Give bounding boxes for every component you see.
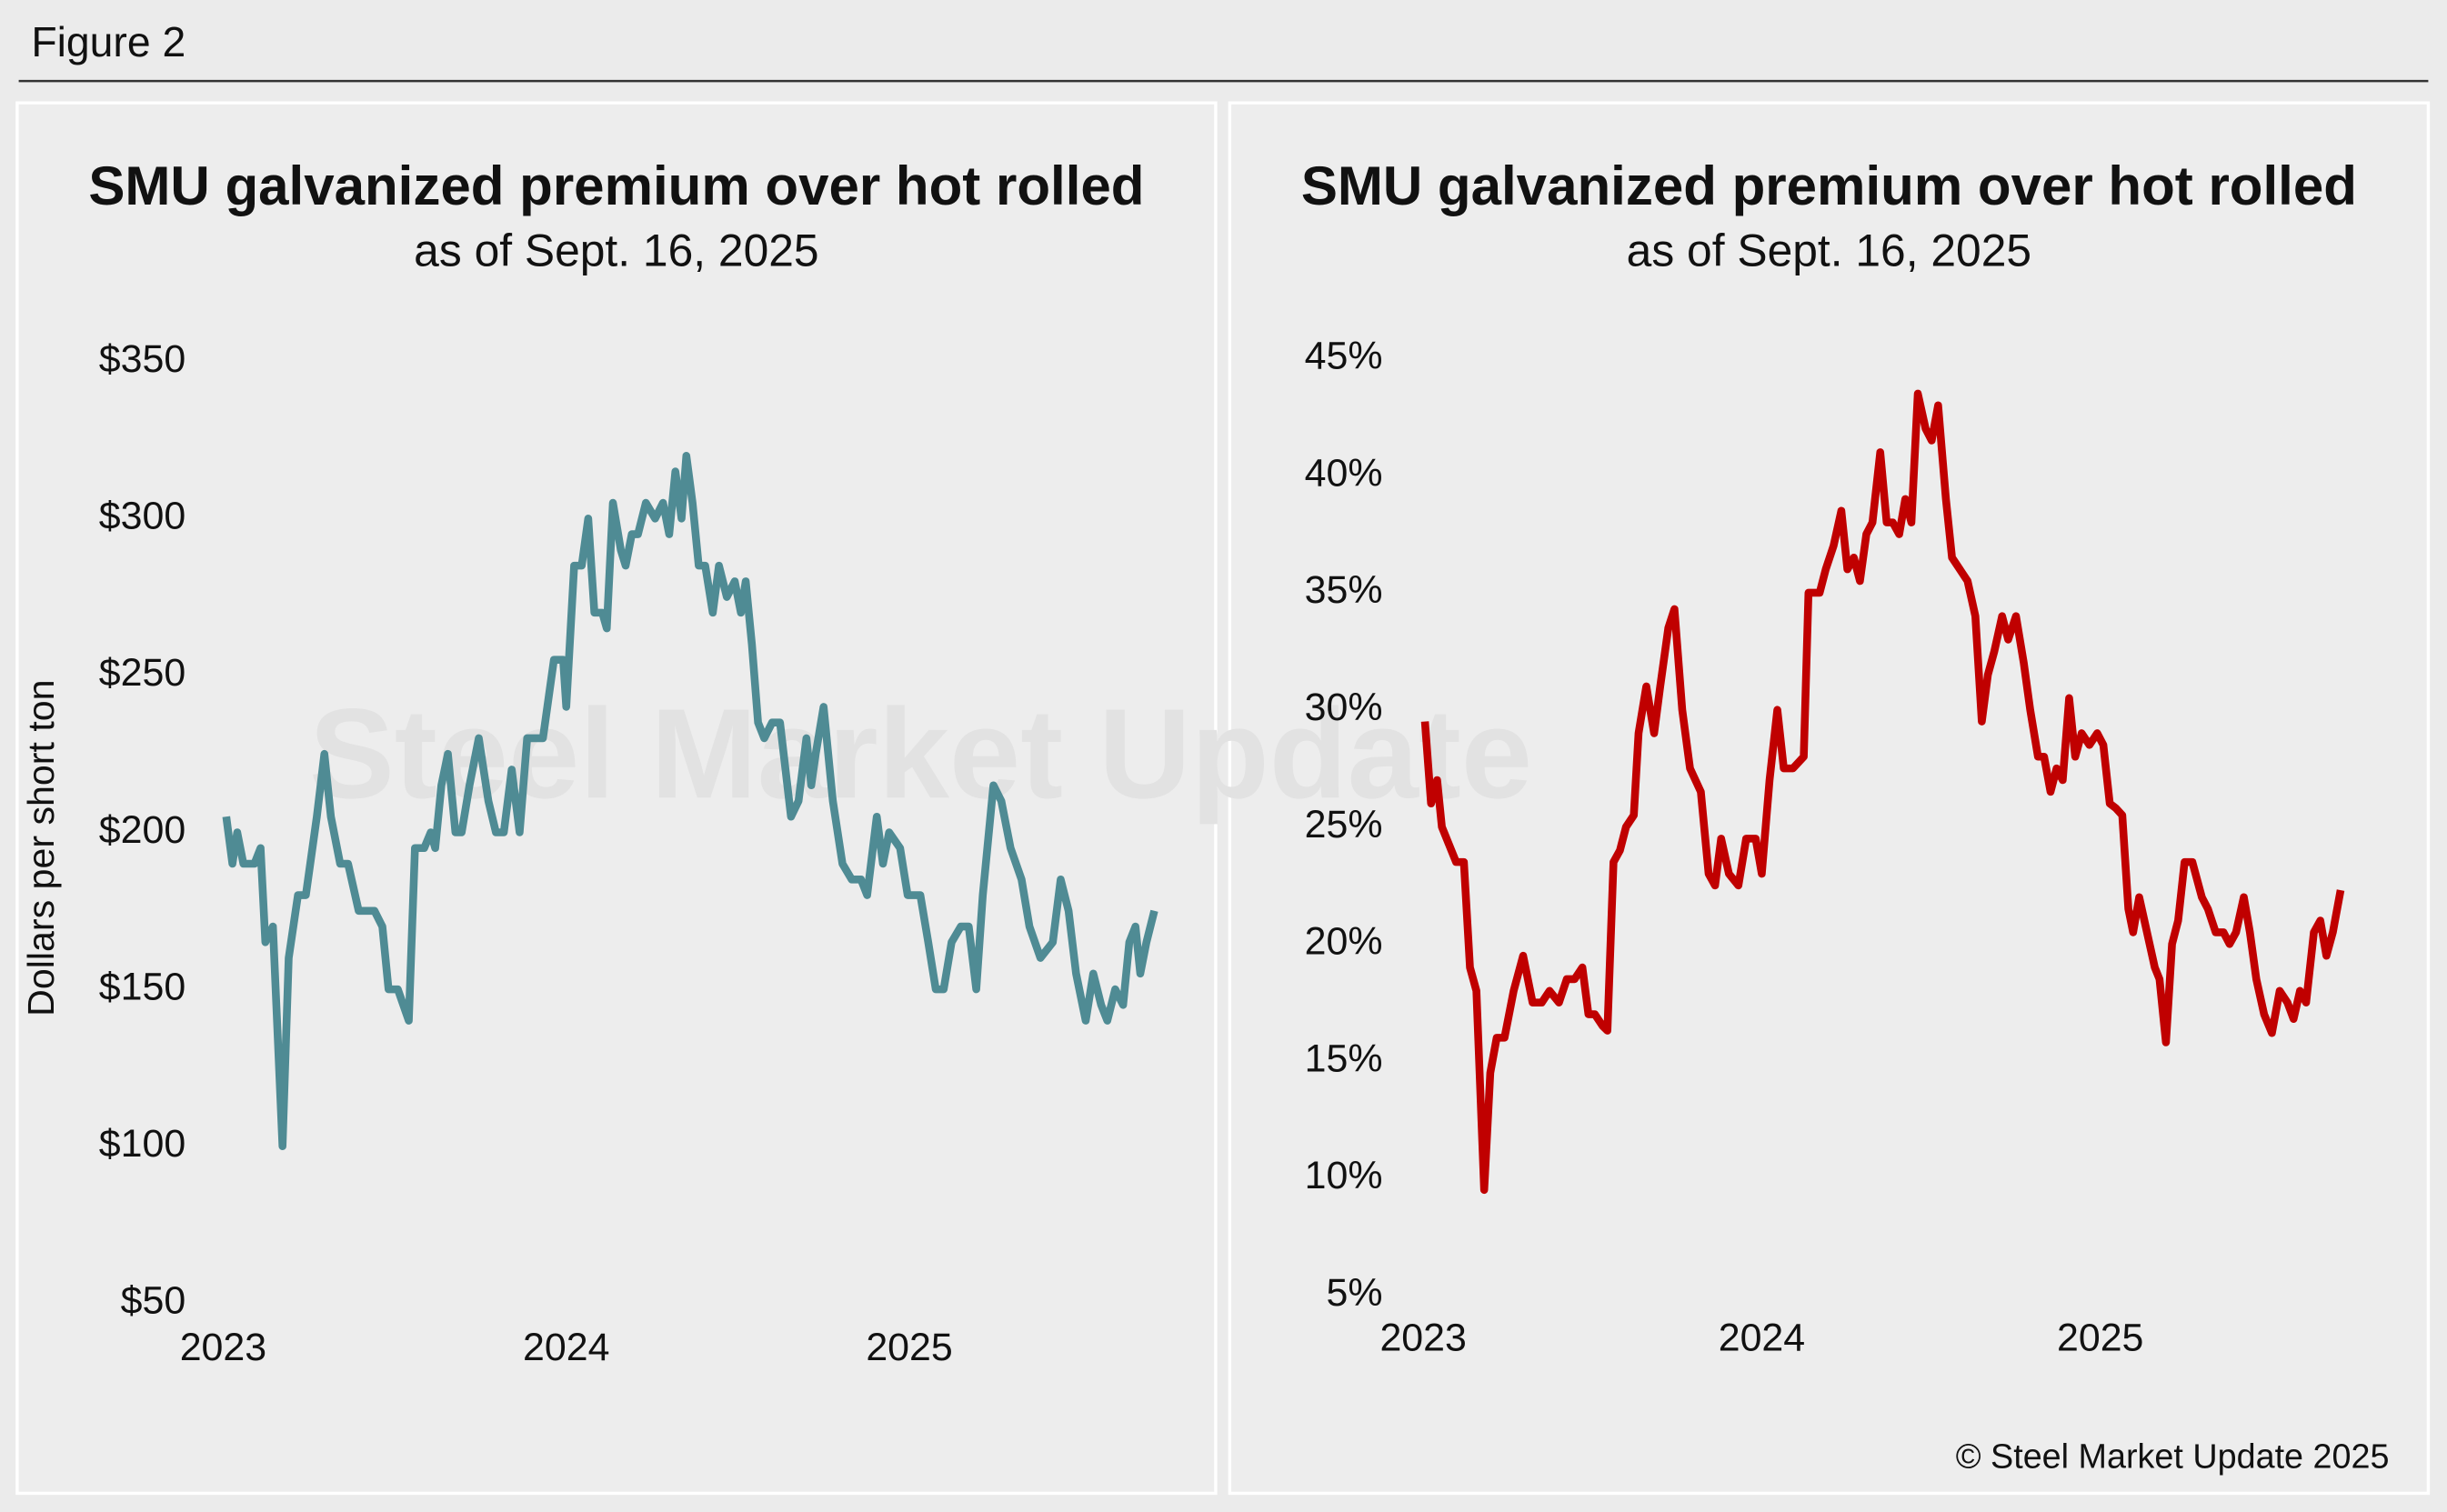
y-tick-label: 45% (1305, 335, 1383, 378)
panel (15, 101, 1218, 1496)
chart-subtitle: as of Sept. 16, 2025 (1627, 225, 2031, 276)
y-tick-label: $200 (99, 808, 186, 852)
y-axis-label: Dollars per short ton (20, 679, 62, 1016)
y-tick-label: 20% (1305, 920, 1383, 964)
y-tick-label: 15% (1305, 1036, 1383, 1080)
figure-label: Figure 2 (31, 18, 186, 65)
y-tick-label: 30% (1305, 686, 1383, 729)
y-tick-label: $250 (99, 651, 186, 695)
y-tick-label: $350 (99, 337, 186, 381)
y-tick-label: 40% (1305, 451, 1383, 495)
x-tick-label: 2023 (180, 1326, 266, 1369)
y-tick-label: $50 (121, 1279, 186, 1323)
x-tick-label: 2024 (523, 1326, 609, 1369)
y-tick-label: $300 (99, 495, 186, 538)
data-line (1420, 389, 2345, 1195)
x-tick-label: 2025 (2057, 1317, 2143, 1360)
y-tick-label: 25% (1305, 803, 1383, 846)
x-tick-label: 2025 (866, 1326, 952, 1369)
y-tick-label: 5% (1327, 1271, 1383, 1315)
chart-subtitle: as of Sept. 16, 2025 (414, 225, 818, 276)
x-tick-label: 2023 (1379, 1317, 1466, 1360)
chart-title: SMU galvanized premium over hot rolled (88, 155, 1144, 216)
y-tick-label: 35% (1305, 568, 1383, 612)
copyright: © Steel Market Update 2025 (1956, 1437, 2390, 1476)
y-tick-label: $150 (99, 965, 186, 1008)
chart-title: SMU galvanized premium over hot rolled (1301, 155, 2357, 216)
y-tick-label: 10% (1305, 1154, 1383, 1197)
data-line (222, 452, 1158, 1150)
y-tick-label: $100 (99, 1122, 186, 1166)
x-tick-label: 2024 (1719, 1317, 1805, 1360)
